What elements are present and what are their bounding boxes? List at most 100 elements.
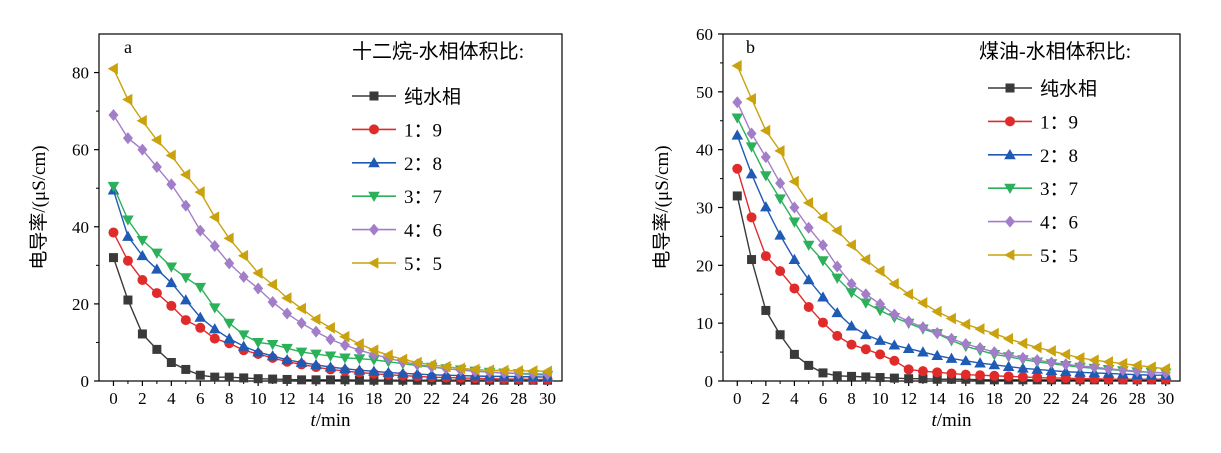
data-point xyxy=(1045,364,1058,375)
series-5 xyxy=(107,62,552,378)
x-tick-label: 16 xyxy=(336,389,353,408)
x-tick-label: 12 xyxy=(900,389,917,408)
legend-item: 5：5 xyxy=(352,254,442,275)
data-point xyxy=(831,273,844,284)
data-point xyxy=(208,303,221,314)
data-point xyxy=(122,132,133,145)
data-point xyxy=(383,375,393,385)
data-point xyxy=(136,235,149,247)
data-point xyxy=(195,322,206,333)
x-tick-label: 22 xyxy=(423,389,440,408)
data-point xyxy=(297,375,307,385)
data-point xyxy=(194,311,207,322)
data-point xyxy=(817,239,828,252)
data-point xyxy=(975,342,986,355)
data-point xyxy=(237,340,250,351)
data-point xyxy=(210,372,220,382)
data-point xyxy=(512,365,523,377)
data-point xyxy=(282,374,292,384)
data-point xyxy=(281,292,292,304)
x-tick-label: 2 xyxy=(138,389,147,408)
x-tick-label: 16 xyxy=(957,389,974,408)
legend-label: 2：8 xyxy=(1040,146,1078,167)
data-point xyxy=(888,339,901,350)
x-tick-label: 4 xyxy=(790,389,799,408)
data-point xyxy=(917,346,929,357)
x-tick-label: 20 xyxy=(394,389,411,408)
x-tick-label: 24 xyxy=(452,389,470,408)
data-point xyxy=(1017,351,1028,364)
data-point xyxy=(122,255,133,266)
data-point xyxy=(107,62,118,75)
data-point xyxy=(1102,356,1113,368)
data-point xyxy=(775,266,786,277)
legend-label: 1：9 xyxy=(404,120,442,141)
data-point xyxy=(498,364,509,377)
chart-panel-a: 0 2 4 6 8 10 12 14 16 18 20 22 24 26 28 30020406080t/mi… xyxy=(28,33,563,431)
series-line xyxy=(736,168,1166,380)
data-point xyxy=(745,92,756,105)
x-tick-label: 8 xyxy=(847,389,856,408)
legend: 十二烷-水相体积比: 纯水相 1：9 2：8 3：7 4：6 5：5 xyxy=(352,40,524,275)
data-point xyxy=(165,276,178,288)
data-point xyxy=(803,221,814,234)
legend-swatch-marker xyxy=(1004,183,1016,194)
data-point xyxy=(760,171,772,182)
data-point xyxy=(1159,363,1171,375)
data-point xyxy=(788,253,801,264)
data-point xyxy=(311,325,322,338)
legend-label: 4：6 xyxy=(1040,213,1078,234)
data-point xyxy=(252,346,264,357)
chart-panel-b: 0 2 4 6 8 10 12 14 16 18 20 22 24 26 28 300102030405060… xyxy=(651,25,1181,431)
x-axis-title-variable: t xyxy=(931,410,937,431)
data-point xyxy=(180,273,192,284)
data-point xyxy=(932,367,943,378)
data-point xyxy=(266,350,279,361)
data-point xyxy=(382,366,395,377)
data-point xyxy=(223,318,236,329)
data-point xyxy=(847,371,857,381)
data-point xyxy=(802,240,815,251)
x-tick-label: 0 xyxy=(733,389,742,408)
data-point xyxy=(745,168,758,179)
data-point xyxy=(311,375,321,385)
data-point xyxy=(917,366,928,377)
data-point xyxy=(281,343,293,355)
data-point xyxy=(180,315,191,326)
data-point xyxy=(802,273,815,285)
data-point xyxy=(731,113,744,124)
data-point xyxy=(774,229,786,240)
data-point xyxy=(425,369,438,380)
data-point xyxy=(845,239,856,251)
data-point xyxy=(746,212,757,223)
data-point xyxy=(889,355,900,366)
y-tick-label: 40 xyxy=(72,218,89,237)
data-point xyxy=(732,163,743,174)
legend-item: 2：8 xyxy=(988,146,1078,167)
data-point xyxy=(152,344,162,354)
data-point xyxy=(266,339,279,351)
x-tick-label: 30 xyxy=(1157,389,1174,408)
data-point xyxy=(974,323,985,335)
data-point xyxy=(974,357,986,368)
data-point xyxy=(281,353,293,365)
data-point xyxy=(1017,337,1028,350)
data-point xyxy=(959,318,971,331)
data-point xyxy=(760,151,771,164)
y-tick-label: 0 xyxy=(705,372,714,391)
data-point xyxy=(223,332,236,343)
data-point xyxy=(889,308,900,321)
data-point xyxy=(180,294,192,305)
legend-label: 5：5 xyxy=(1040,246,1078,267)
data-point xyxy=(917,297,928,309)
legend-swatch-marker xyxy=(369,223,379,236)
data-point xyxy=(165,149,176,162)
data-point xyxy=(861,372,871,382)
data-point xyxy=(339,353,351,364)
legend-item: 纯水相 xyxy=(988,78,1097,100)
data-point xyxy=(1060,358,1071,371)
data-point xyxy=(165,262,178,273)
data-point xyxy=(166,178,177,191)
y-axis-title: 电导率/(μS/cm) xyxy=(28,145,50,269)
